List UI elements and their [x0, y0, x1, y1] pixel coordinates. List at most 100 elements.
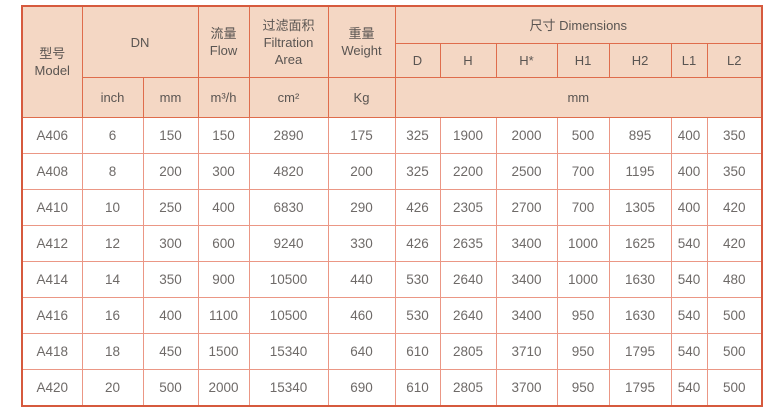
- cell-value: 2000: [495, 117, 558, 154]
- col-header-dn: DN: [81, 5, 199, 78]
- cell-value: 895: [608, 117, 672, 154]
- cell-value: 540: [670, 369, 708, 407]
- col-header-d: D: [394, 43, 441, 78]
- cell-value: 4820: [248, 153, 329, 190]
- cell-value: 1500: [197, 333, 250, 370]
- spec-table-container: 型号 Model DN 流量 Flow 过滤面积 Filtration Area…: [21, 5, 764, 407]
- cell-value: 640: [327, 333, 396, 370]
- unit-dimensions-mm: mm: [394, 77, 763, 118]
- cell-value: 9240: [248, 225, 329, 262]
- cell-value: 150: [142, 117, 199, 154]
- cell-value: 426: [394, 189, 441, 226]
- col-header-filtration-area: 过滤面积 Filtration Area: [248, 5, 329, 78]
- cell-value: 950: [556, 369, 610, 407]
- cell-value: 440: [327, 261, 396, 298]
- cell-value: 2500: [495, 153, 558, 190]
- col-header-h-star: H*: [495, 43, 558, 78]
- cell-value: 540: [670, 297, 708, 334]
- cell-value: 14: [81, 261, 144, 298]
- cell-value: 2635: [439, 225, 497, 262]
- table-header: 型号 Model DN 流量 Flow 过滤面积 Filtration Area…: [21, 5, 763, 118]
- cell-value: 426: [394, 225, 441, 262]
- cell-value: 300: [197, 153, 250, 190]
- cell-value: 200: [327, 153, 396, 190]
- cell-value: 500: [556, 117, 610, 154]
- table-row: A410 10 250 400 6830 290 426 2305 2700 700 1305 400…: [21, 189, 763, 226]
- cell-value: 540: [670, 261, 708, 298]
- cell-value: 2305: [439, 189, 497, 226]
- cell-value: 10500: [248, 261, 329, 298]
- col-header-flow-zh: 流量: [210, 26, 237, 41]
- cell-value: 950: [556, 333, 610, 370]
- col-header-weight-en: Weight: [341, 43, 382, 58]
- cell-model: A408: [21, 153, 83, 190]
- cell-value: 540: [670, 225, 708, 262]
- cell-value: 2000: [197, 369, 250, 407]
- unit-weight: Kg: [327, 77, 396, 118]
- cell-value: 1195: [608, 153, 672, 190]
- cell-model: A416: [21, 297, 83, 334]
- cell-value: 1625: [608, 225, 672, 262]
- cell-value: 600: [197, 225, 250, 262]
- cell-value: 325: [394, 117, 441, 154]
- cell-value: 350: [706, 153, 763, 190]
- cell-value: 1305: [608, 189, 672, 226]
- cell-value: 150: [197, 117, 250, 154]
- table-row: A408 8 200 300 4820 200 325 2200 2500 700 1195 400 3…: [21, 153, 763, 190]
- cell-value: 690: [327, 369, 396, 407]
- table-row: A418 18 450 1500 15340 640 610 2805 3710 950 1795 5…: [21, 333, 763, 370]
- col-header-h: H: [439, 43, 497, 78]
- cell-value: 3710: [495, 333, 558, 370]
- cell-value: 900: [197, 261, 250, 298]
- cell-model: A412: [21, 225, 83, 262]
- cell-value: 420: [706, 225, 763, 262]
- cell-value: 400: [670, 153, 708, 190]
- cell-value: 1900: [439, 117, 497, 154]
- cell-value: 610: [394, 369, 441, 407]
- col-header-model-en: Model: [34, 63, 70, 78]
- cell-value: 350: [706, 117, 763, 154]
- cell-value: 1795: [608, 333, 672, 370]
- cell-value: 12: [81, 225, 144, 262]
- product-spec-table: 型号 Model DN 流量 Flow 过滤面积 Filtration Area…: [21, 5, 764, 407]
- cell-value: 480: [706, 261, 763, 298]
- header-row-group: 型号 Model DN 流量 Flow 过滤面积 Filtration Area…: [21, 5, 763, 118]
- table-row: A406 6 150 150 2890 175 325 1900 2000 500 895 400 35…: [21, 117, 763, 154]
- cell-value: 530: [394, 261, 441, 298]
- cell-model: A414: [21, 261, 83, 298]
- cell-value: 3700: [495, 369, 558, 407]
- cell-value: 1795: [608, 369, 672, 407]
- cell-value: 1630: [608, 261, 672, 298]
- cell-value: 6830: [248, 189, 329, 226]
- cell-value: 325: [394, 153, 441, 190]
- cell-model: A406: [21, 117, 83, 154]
- cell-value: 200: [142, 153, 199, 190]
- unit-flow: m³/h: [197, 77, 250, 118]
- col-header-weight: 重量 Weight: [327, 5, 396, 78]
- table-row: A414 14 350 900 10500 440 530 2640 3400 1000 1630 5…: [21, 261, 763, 298]
- col-header-h1: H1: [556, 43, 610, 78]
- cell-value: 2200: [439, 153, 497, 190]
- cell-value: 400: [670, 189, 708, 226]
- cell-value: 500: [706, 369, 763, 407]
- col-header-model-zh: 型号: [39, 46, 66, 61]
- cell-value: 15340: [248, 369, 329, 407]
- cell-value: 2640: [439, 261, 497, 298]
- col-header-l2: L2: [706, 43, 763, 78]
- cell-value: 2805: [439, 369, 497, 407]
- cell-value: 6: [81, 117, 144, 154]
- cell-model: A418: [21, 333, 83, 370]
- cell-value: 3400: [495, 225, 558, 262]
- cell-value: 1100: [197, 297, 250, 334]
- col-header-model: 型号 Model: [21, 5, 83, 118]
- cell-value: 1630: [608, 297, 672, 334]
- cell-value: 175: [327, 117, 396, 154]
- cell-value: 2700: [495, 189, 558, 226]
- col-header-flow: 流量 Flow: [197, 5, 250, 78]
- cell-value: 10500: [248, 297, 329, 334]
- cell-value: 400: [670, 117, 708, 154]
- cell-value: 420: [706, 189, 763, 226]
- cell-model: A410: [21, 189, 83, 226]
- header-row-dim-cols: D H H* H1 H2 L1 L2: [22, 43, 763, 78]
- cell-value: 3400: [495, 261, 558, 298]
